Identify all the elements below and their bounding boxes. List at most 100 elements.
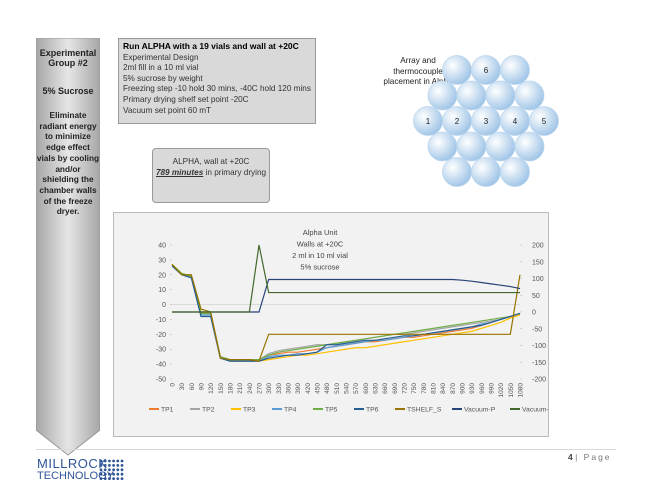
design-line: 5% sucrose by weight [123, 73, 203, 83]
x-tick-label: 150 [218, 383, 225, 394]
x-tick-label: 660 [382, 383, 389, 394]
y2-tick-label: 150 [532, 259, 544, 266]
x-tick-label: 630 [373, 383, 380, 394]
legend-label: Vacuum-c [522, 407, 549, 414]
legend-label: TP1 [161, 407, 174, 414]
logo-dot [120, 459, 124, 463]
x-tick-label: 870 [450, 383, 457, 394]
x-tick-label: 390 [295, 383, 302, 394]
x-tick-label: 810 [431, 383, 438, 394]
logo-dot [112, 459, 115, 463]
result-line: ALPHA, wall at +20C [172, 157, 250, 166]
design-heading: Run ALPHA with a 19 vials and wall at +2… [123, 41, 299, 51]
legend-label: Vacuum-P [464, 407, 496, 414]
logo-dot [112, 477, 115, 480]
series-line [171, 263, 521, 362]
vial [529, 106, 559, 136]
y2-tick-label: 50 [532, 293, 540, 300]
y-tick-label: 40 [158, 243, 166, 250]
logo-dot [108, 472, 111, 476]
x-tick-label: 690 [392, 383, 399, 394]
logo-dot [103, 459, 107, 463]
x-tick-label: 420 [305, 383, 312, 394]
chart-title: 5% sucrose [300, 263, 339, 272]
page-number: 4 | Page [568, 452, 612, 462]
legend-label: TSHELF_S [407, 407, 442, 414]
x-tick-label: 570 [353, 383, 360, 394]
logo-dot [103, 464, 107, 467]
vial [471, 157, 501, 187]
vial [427, 131, 458, 162]
vial [500, 55, 530, 85]
logo-dot [120, 472, 124, 476]
y-tick-label: -40 [156, 362, 166, 369]
logo-dot [99, 459, 103, 463]
design-line: Vacuum set point 60 mT [123, 105, 212, 115]
logo-top: MILLROCK [37, 456, 108, 471]
vial [442, 157, 472, 187]
x-tick-label: 1050 [508, 383, 515, 398]
x-tick-label: 30 [179, 383, 186, 391]
logo-dot [108, 464, 111, 467]
x-tick-label: 270 [257, 383, 264, 394]
sidebar-subtitle: 5% Sucrose [42, 86, 94, 96]
vial [514, 131, 545, 162]
x-tick-label: 990 [489, 383, 496, 394]
chart-title: 2 ml in 10 ml vial [292, 251, 348, 260]
x-tick-label: 480 [324, 383, 331, 394]
legend-label: TP6 [366, 407, 379, 414]
logo-dot [116, 468, 120, 472]
logo-dot [120, 477, 124, 480]
chart: Alpha Unit Walls at +20C 2 ml in 10 ml via… [149, 228, 549, 414]
x-tick-label: 360 [286, 383, 293, 394]
design-box: Run ALPHA with a 19 vials and wall at +2… [118, 38, 316, 124]
x-tick-label: 180 [228, 383, 235, 394]
x-tick-label: 780 [421, 383, 428, 394]
sidebar-title: Experimental Group #2 [39, 48, 97, 68]
logo-dot [116, 464, 120, 467]
chart-title: Alpha Unit [303, 228, 339, 237]
y-tick-label: -50 [156, 377, 166, 384]
series-line [172, 278, 521, 313]
result-box: ALPHA, wall at +20C 789 minutes in prima… [152, 148, 270, 203]
logo-bottom: TECHNOLOGY [37, 470, 115, 482]
x-tick-label: 720 [402, 383, 409, 394]
vial-array: 1 2 3 4 5 6 [413, 55, 559, 187]
design-line: Primary drying shelf set point -20C [123, 94, 249, 104]
sidebar-text: Eliminate radiant energy to minimize edg… [36, 110, 100, 217]
logo-dot [116, 459, 120, 463]
design-line: 2ml fill in a 10 ml vial [123, 63, 199, 73]
design-line: Experimental Design [123, 52, 199, 62]
design-lines: Experimental Design 2ml fill in a 10 ml v… [123, 53, 311, 117]
series-line [171, 265, 521, 362]
vial-label: 2 [455, 117, 460, 126]
vial [442, 55, 472, 85]
y-tick-label: 0 [162, 302, 166, 309]
x-tick-label: 1080 [518, 383, 525, 398]
x-tick-label: 600 [363, 383, 370, 394]
logo-dot [103, 472, 107, 476]
logo-dot [120, 468, 124, 472]
x-tick-label: 1020 [498, 383, 505, 398]
logo-dot [120, 464, 124, 467]
vial-label: 3 [484, 117, 489, 126]
logo-dot [116, 477, 120, 480]
y-tick-label: 20 [158, 272, 166, 279]
logo-dot [99, 472, 103, 476]
y2-tick-label: -50 [532, 326, 542, 333]
y-tick-label: -30 [156, 347, 166, 354]
design-line: Freezing step -10 hold 30 mins, -40C hol… [123, 84, 311, 94]
y2-tick-label: -200 [532, 377, 546, 384]
x-tick-label: 540 [344, 383, 351, 394]
x-tick-label: 930 [469, 383, 476, 394]
vial [500, 157, 530, 187]
x-tick-label: 120 [208, 383, 215, 394]
chart-frame [113, 212, 549, 437]
legend-label: TP4 [284, 407, 297, 414]
logo-dot [112, 468, 115, 472]
x-tick-label: 960 [479, 383, 486, 394]
y2-tick-label: 200 [532, 243, 544, 250]
y2-tick-label: 0 [532, 310, 536, 317]
x-tick-label: 900 [460, 383, 467, 394]
footer-rule [36, 449, 616, 450]
